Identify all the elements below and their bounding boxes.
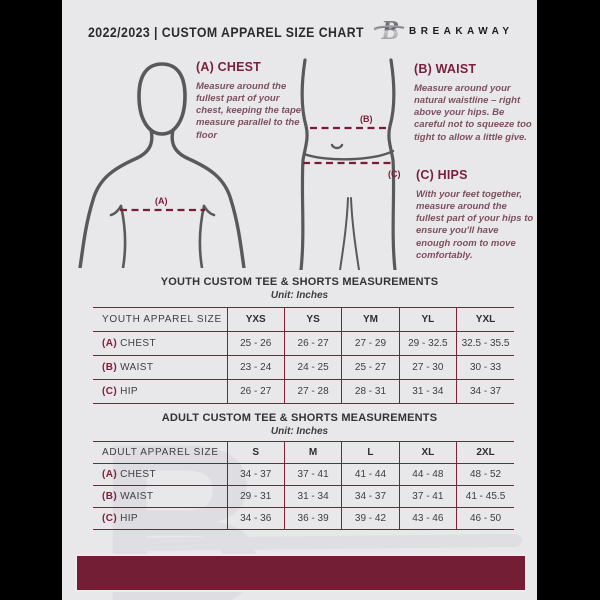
size-col-header: YM <box>341 307 400 332</box>
measurement-cell: 34 - 37 <box>341 485 400 508</box>
waist-marker-label: (B) <box>360 114 373 124</box>
waist-instruction-heading: (B) WAIST <box>414 62 477 76</box>
table-row: (C) HIP 26 - 27 27 - 28 28 - 31 31 - 34 3… <box>93 379 514 404</box>
measurement-cell: 41 - 45.5 <box>456 485 514 508</box>
measurement-cell: 28 - 31 <box>341 379 400 404</box>
measurement-cell: 30 - 33 <box>456 355 514 380</box>
table-row: (C) HIP 34 - 36 36 - 39 39 - 42 43 - 46 4… <box>93 507 514 530</box>
lower-body-diagram: (B) (C) <box>299 58 401 270</box>
size-col-header: S <box>226 441 285 464</box>
measurement-cell: 46 - 50 <box>456 507 514 530</box>
measurement-cell: 36 - 39 <box>283 507 342 530</box>
size-col-header: YXS <box>226 307 285 332</box>
measurement-cell: 37 - 41 <box>283 463 342 486</box>
chest-instruction-body: Measure around the fullest part of your … <box>196 81 302 141</box>
table-row: (A) CHEST 34 - 37 37 - 41 41 - 44 44 - 48… <box>93 463 514 486</box>
measurement-cell: 37 - 41 <box>398 485 457 508</box>
row-label-cell: (A) CHEST <box>93 331 227 356</box>
row-label-cell: (B) WAIST <box>93 485 227 508</box>
brand-name: BREAKAWAY <box>409 26 514 37</box>
row-label: WAIST <box>120 362 154 373</box>
youth-section-unit: Unit: Inches <box>270 290 329 301</box>
upper-body-diagram: (A) <box>78 62 246 268</box>
size-col-header: M <box>283 441 342 464</box>
measurement-cell: 31 - 34 <box>398 379 457 404</box>
measurement-cell: 27 - 28 <box>283 379 342 404</box>
row-key: (B) <box>102 362 118 373</box>
measurement-cell: 43 - 46 <box>398 507 457 530</box>
footer-accent-bar <box>75 554 527 592</box>
adult-size-header-cell: ADULT APPAREL SIZE <box>93 441 227 464</box>
table-row: (B) WAIST 23 - 24 24 - 25 25 - 27 27 - 30… <box>93 355 514 380</box>
measurement-cell: 44 - 48 <box>398 463 457 486</box>
brand-watermark-swoosh <box>121 533 523 552</box>
measurement-cell: 41 - 44 <box>341 463 400 486</box>
row-key: (A) <box>102 469 118 480</box>
measurement-cell: 48 - 52 <box>456 463 514 486</box>
adult-header-row: ADULT APPAREL SIZE S M L XL 2XL <box>93 441 514 464</box>
youth-section-title: YOUTH CUSTOM TEE & SHORTS MEASUREMENTS <box>160 276 439 288</box>
row-label-cell: (A) CHEST <box>93 463 227 486</box>
row-label: CHEST <box>120 338 156 349</box>
youth-size-table: YOUTH APPAREL SIZE YXS YS YM YL YXL (A) C… <box>93 307 514 404</box>
size-col-header: YL <box>398 307 457 332</box>
row-label: HIP <box>120 386 138 397</box>
youth-size-header-cell: YOUTH APPAREL SIZE <box>93 307 227 332</box>
size-col-header: YS <box>283 307 342 332</box>
row-key: (A) <box>102 338 118 349</box>
measurement-cell: 26 - 27 <box>226 379 285 404</box>
size-col-header: L <box>341 441 400 464</box>
size-col-header: XL <box>398 441 457 464</box>
hips-instruction: (C) HIPS With your feet together, measur… <box>416 168 534 262</box>
adult-size-table: ADULT APPAREL SIZE S M L XL 2XL (A) CHEST… <box>93 441 514 530</box>
row-label-cell: (C) HIP <box>93 507 227 530</box>
chest-instruction-heading: (A) CHEST <box>196 60 261 74</box>
measurement-cell: 26 - 27 <box>283 331 342 356</box>
row-label: WAIST <box>120 491 154 502</box>
measurement-cell: 34 - 37 <box>456 379 514 404</box>
hips-instruction-heading: (C) HIPS <box>416 168 468 182</box>
waist-instruction-body: Measure around your natural waistline – … <box>414 83 532 143</box>
hips-instruction-body: With your feet together, measure around … <box>416 189 534 261</box>
breakaway-logo-icon: B <box>373 15 405 45</box>
size-col-header: 2XL <box>456 441 514 464</box>
measurement-cell: 25 - 27 <box>341 355 400 380</box>
row-key: (C) <box>102 513 118 524</box>
measurement-cell: 29 - 31 <box>226 485 285 508</box>
chest-marker-label: (A) <box>155 196 168 206</box>
table-row: (A) CHEST 25 - 26 26 - 27 27 - 29 29 - 32… <box>93 331 514 356</box>
row-label-cell: (C) HIP <box>93 379 227 404</box>
measurement-cell: 29 - 32.5 <box>398 331 457 356</box>
measurement-cell: 31 - 34 <box>283 485 342 508</box>
measurement-cell: 27 - 30 <box>398 355 457 380</box>
hips-marker-label: (C) <box>388 169 401 179</box>
measurement-cell: 23 - 24 <box>226 355 285 380</box>
measurement-cell: 27 - 29 <box>341 331 400 356</box>
logo-letter: B <box>380 15 399 45</box>
row-label: HIP <box>120 513 138 524</box>
measurement-cell: 25 - 26 <box>226 331 285 356</box>
size-col-header: YXL <box>456 307 514 332</box>
page-title: 2022/2023 | CUSTOM APPAREL SIZE CHART <box>88 24 365 40</box>
row-key: (C) <box>102 386 118 397</box>
chest-instruction: (A) CHEST Measure around the fullest par… <box>196 60 308 142</box>
row-label-cell: (B) WAIST <box>93 355 227 380</box>
measurement-cell: 34 - 36 <box>226 507 285 530</box>
row-label: CHEST <box>120 469 156 480</box>
row-key: (B) <box>102 491 118 502</box>
table-row: (B) WAIST 29 - 31 31 - 34 34 - 37 37 - 41… <box>93 485 514 508</box>
youth-header-row: YOUTH APPAREL SIZE YXS YS YM YL YXL <box>93 307 514 332</box>
adult-section-unit: Unit: Inches <box>270 426 329 437</box>
measurement-cell: 39 - 42 <box>341 507 400 530</box>
size-chart-page: B 2022/2023 | CUSTOM APPAREL SIZE CHART … <box>62 0 537 600</box>
measurement-cell: 34 - 37 <box>226 463 285 486</box>
waist-instruction: (B) WAIST Measure around your natural wa… <box>414 62 532 144</box>
measurement-cell: 24 - 25 <box>283 355 342 380</box>
adult-section-title: ADULT CUSTOM TEE & SHORTS MEASUREMENTS <box>161 412 438 424</box>
measurement-cell: 32.5 - 35.5 <box>456 331 514 356</box>
